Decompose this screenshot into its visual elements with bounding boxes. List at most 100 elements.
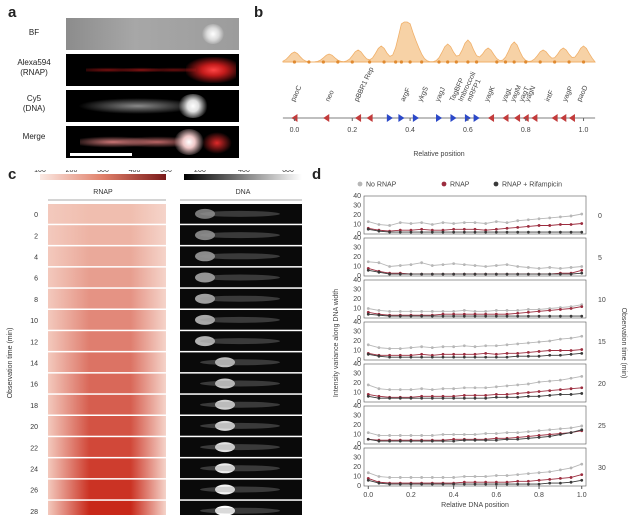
time-label: 8 [34, 297, 38, 304]
data-point [526, 314, 530, 318]
data-point [420, 482, 424, 486]
data-point [420, 227, 424, 231]
data-point [537, 354, 541, 358]
data-point [388, 476, 392, 479]
data-point [494, 352, 498, 356]
data-point [505, 384, 509, 388]
dna-spot [195, 230, 215, 241]
data-point [388, 482, 392, 486]
data-point [526, 341, 530, 345]
data-point [516, 225, 520, 229]
data-point [420, 221, 424, 224]
data-point [452, 476, 456, 479]
dna-tail [200, 444, 280, 451]
legend-label: RNAP + Rifampicin [502, 182, 562, 189]
data-point [580, 351, 584, 355]
data-point [441, 230, 445, 234]
gene-label: paoD [576, 85, 589, 103]
data-point [569, 307, 573, 310]
gene-map: paoC neo pBBR1 Rep argF ykgS yagJ TagBFPImbroc… [282, 21, 596, 158]
data-point [388, 265, 392, 268]
data-point [494, 385, 498, 389]
y-tick-label: 10 [353, 432, 361, 439]
data-point [398, 388, 402, 392]
gene-arrow [366, 114, 373, 122]
data-point [494, 355, 498, 359]
data-point [452, 439, 456, 443]
dna-kymo-row [180, 310, 302, 330]
data-point [409, 396, 413, 400]
data-point [526, 218, 530, 222]
axis-label: Relative position [413, 151, 464, 158]
data-point [377, 434, 381, 437]
data-point [494, 344, 498, 348]
data-point [473, 438, 477, 442]
density-dot [292, 60, 297, 64]
data-point [580, 268, 584, 272]
gene-label: intF [544, 89, 555, 103]
data-point [441, 309, 445, 313]
data-point [558, 388, 562, 392]
subplot-frame [363, 195, 587, 235]
data-point [569, 266, 573, 269]
rnap-kymo-row [48, 352, 166, 373]
data-point [420, 387, 424, 391]
y-tick-label: 10 [353, 348, 361, 355]
density-dot [336, 60, 340, 64]
data-point [580, 428, 584, 432]
time-label: 14 [30, 361, 38, 368]
rnap-kymo-row [48, 394, 166, 415]
y-tick-label: 40 [353, 319, 361, 326]
axis-tick-label: 0.2 [347, 127, 357, 134]
data-point [505, 393, 509, 396]
data-point [505, 431, 509, 434]
data-point [420, 476, 424, 479]
data-point [398, 347, 402, 350]
data-point [569, 214, 573, 218]
data-point [558, 272, 562, 276]
y-tick-label: 40 [353, 235, 361, 242]
data-point [409, 272, 413, 276]
density-dot [437, 60, 441, 64]
data-point [473, 221, 477, 224]
data-point [452, 230, 456, 234]
data-point [494, 314, 498, 318]
data-point [526, 391, 530, 394]
data-point [537, 224, 541, 227]
gene-arrow [551, 114, 558, 122]
density-dot [538, 60, 542, 64]
data-point [462, 352, 466, 356]
data-point [366, 383, 370, 387]
data-point [548, 435, 552, 438]
subplot-frame [363, 237, 587, 277]
time-label: 10 [30, 318, 38, 325]
data-point [430, 314, 434, 318]
dna-tail [200, 359, 280, 366]
data-point [452, 355, 456, 359]
rnap-kymo-row [48, 331, 166, 351]
y-tick-label: 20 [353, 338, 361, 345]
data-point [441, 439, 445, 443]
data-point [569, 476, 573, 479]
data-point [580, 334, 584, 338]
data-point [516, 392, 520, 395]
data-point [537, 429, 541, 433]
rnap-kymo-row [48, 310, 166, 330]
density-dot [524, 60, 528, 64]
subplot-frame [363, 447, 587, 487]
data-point [388, 314, 392, 318]
data-point [441, 433, 445, 436]
y-tick-label: 10 [353, 222, 361, 229]
data-point [398, 355, 402, 359]
y-tick-label: 0 [357, 273, 361, 280]
density-dot [581, 60, 586, 64]
data-point [558, 314, 562, 318]
data-point [388, 439, 392, 443]
dna-spot [215, 399, 235, 410]
dna-kymo-row [180, 331, 302, 351]
data-point [420, 355, 424, 359]
data-point [516, 230, 520, 234]
data-point [398, 230, 402, 234]
axis-tick-label: 0.6 [463, 127, 473, 134]
data-point [462, 230, 466, 234]
